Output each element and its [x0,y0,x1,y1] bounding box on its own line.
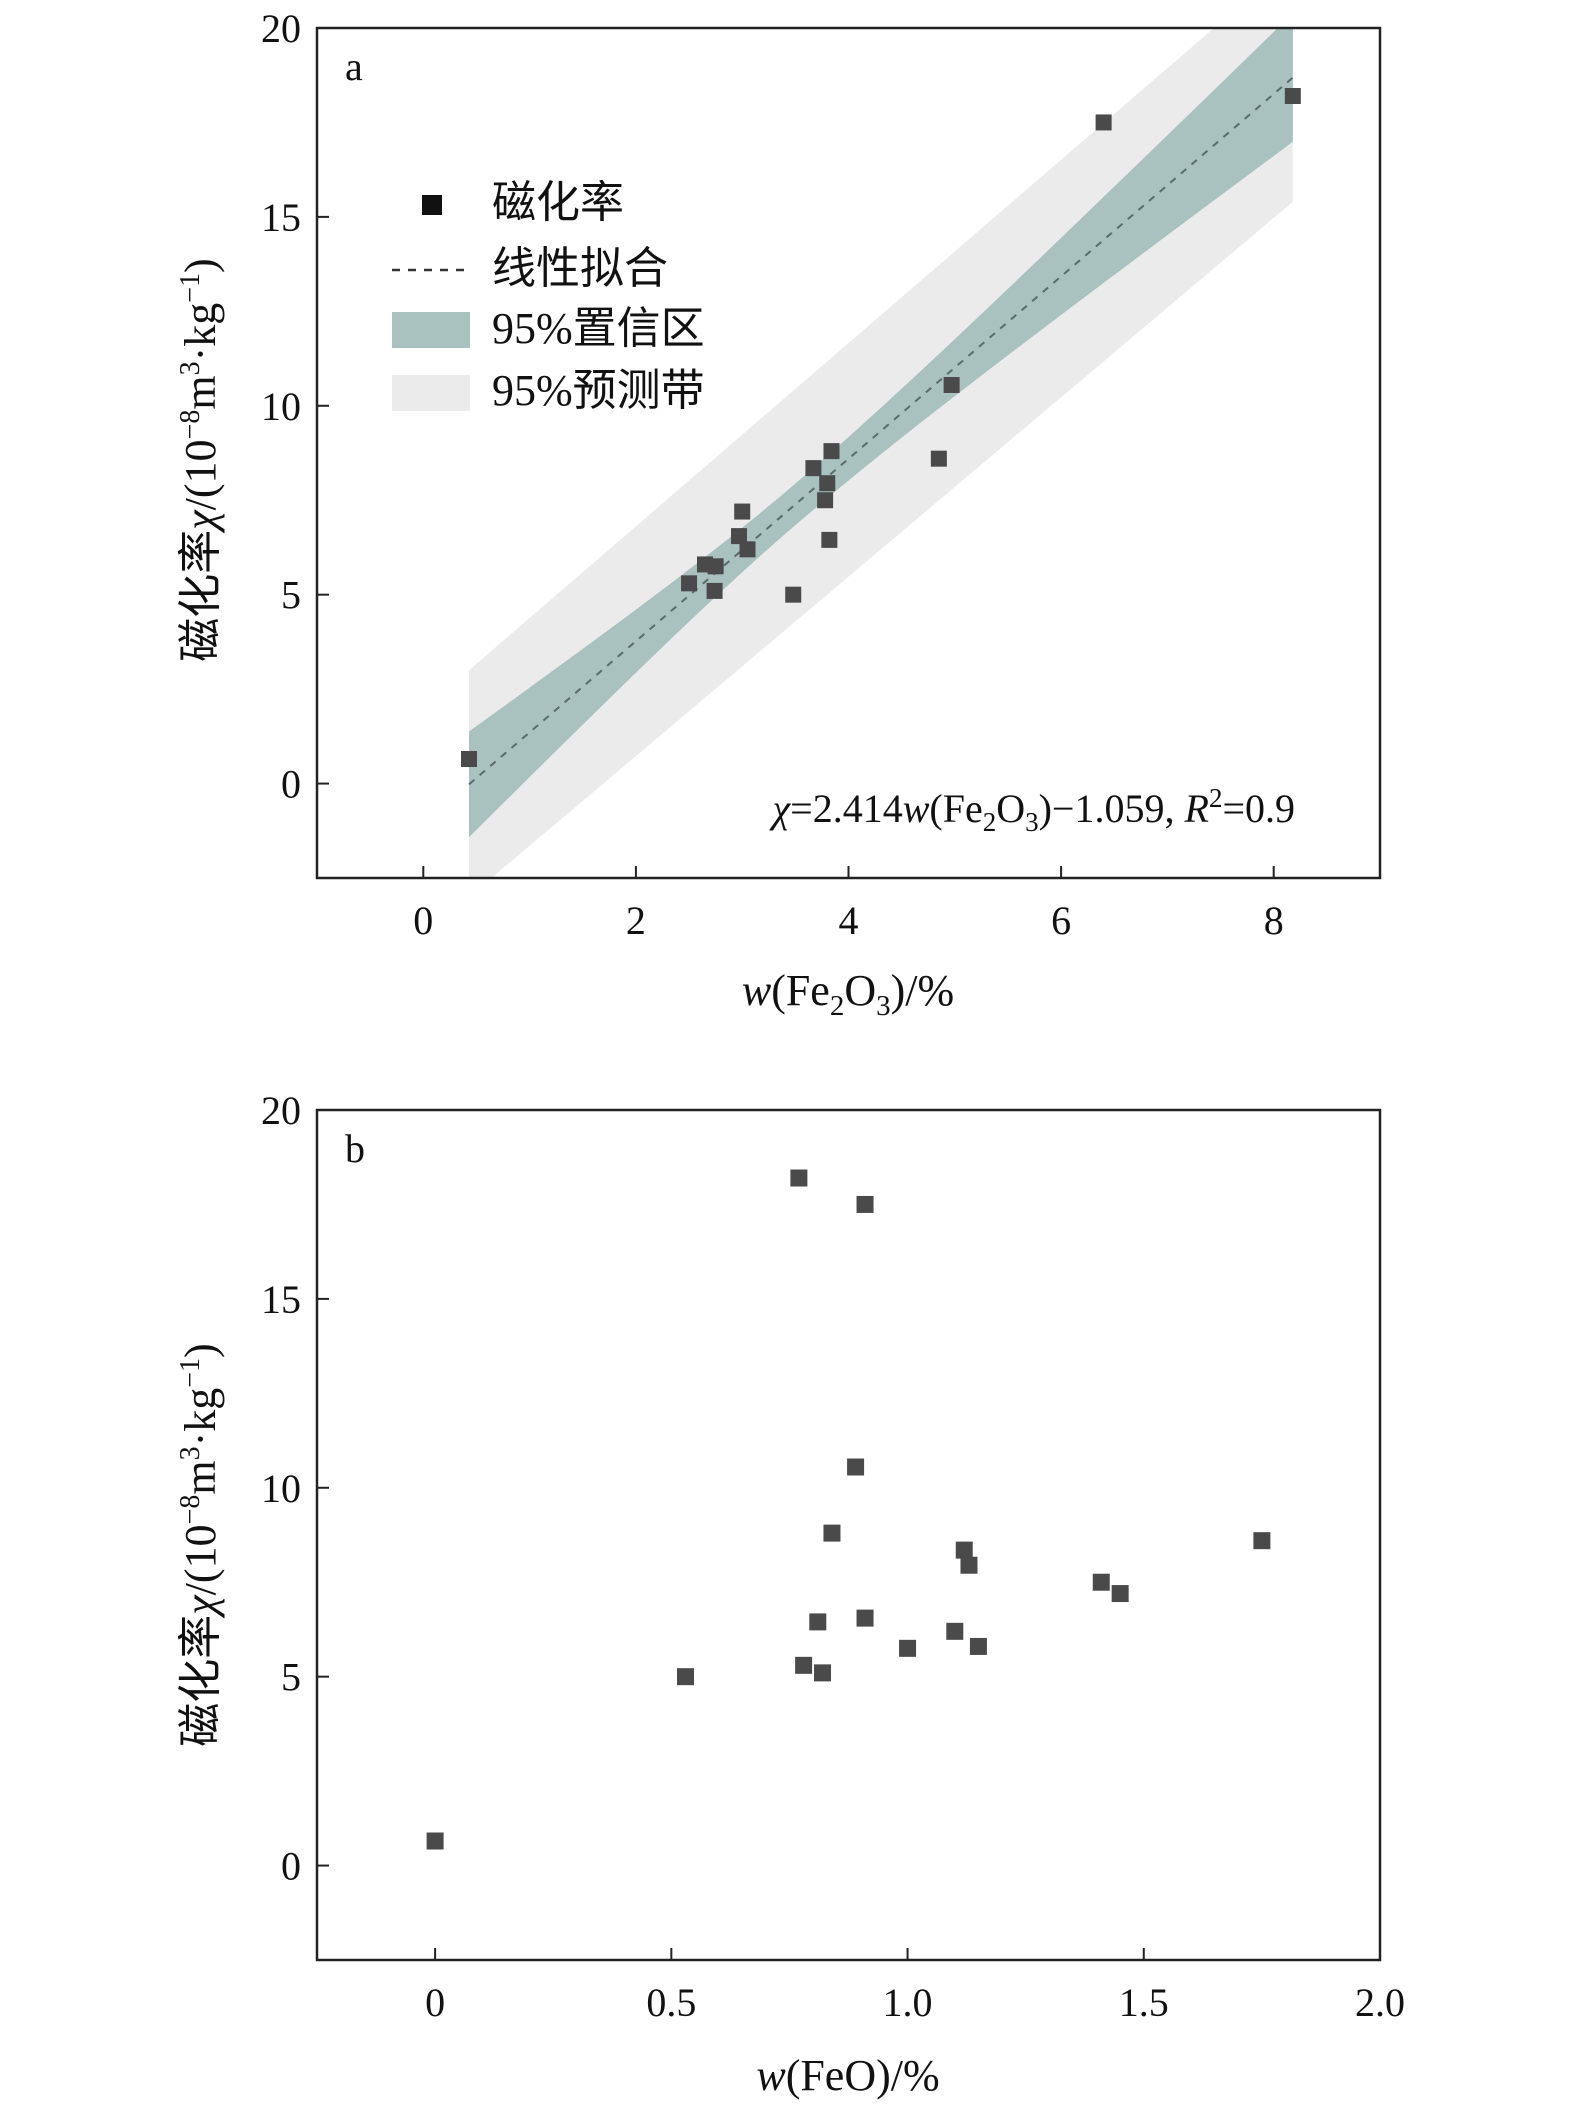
legend-label-prediction: 95%预测带 [492,366,705,415]
x-tick-label: 6 [1051,898,1071,943]
panel-b-frame [315,1108,1382,1962]
data-point [809,1613,827,1631]
data-point [946,1622,964,1640]
data-point [681,575,698,592]
x-tick-label: 8 [1264,898,1284,943]
data-point [823,443,840,460]
data-point [805,460,822,477]
data-point [461,751,478,767]
data-point [814,1664,832,1682]
y-tick-label: 5 [281,573,301,618]
y-tick-label: 10 [261,1466,301,1511]
data-point [785,586,802,603]
panel-b-label: b [345,1126,365,1171]
y-tick-label: 15 [261,195,301,240]
legend-prediction-swatch [392,375,470,411]
confidence-band [469,28,1293,838]
legend-label-fit: 线性拟合 [492,244,668,293]
y-tick-label: 15 [261,1277,301,1322]
data-point [821,531,838,548]
data-point [706,582,723,599]
panel-a-label: a [345,44,363,89]
data-point [847,1458,865,1476]
y-tick-label: 10 [261,384,301,429]
x-tick-label: 0 [425,1980,445,2025]
legend-label-points: 磁化率 [492,178,624,227]
y-tick-label: 5 [281,1655,301,1700]
data-point [790,1169,808,1187]
data-point [930,450,947,467]
panel-b-x-axis-title: w(FeO)/% [756,2051,939,2100]
data-point [819,475,836,492]
panel-a-legend: 磁化率 线性拟合 95%置信区 95%预测带 [392,178,705,415]
y-tick-label: 20 [261,1088,301,1133]
x-tick-label: 0.5 [646,1980,696,2025]
panel-a-bands [469,28,1293,878]
y-tick-label: 0 [281,1844,301,1889]
data-point [1092,1573,1110,1591]
data-point [899,1639,917,1657]
panel-a-y-ticks: 0 5 10 15 20 [261,6,329,807]
x-tick-label: 1.0 [883,1980,933,2025]
x-tick-label: 2 [626,898,646,943]
data-point [955,1541,973,1559]
data-point [856,1195,874,1213]
data-point [823,1524,841,1542]
legend-confidence-swatch [392,312,470,348]
y-tick-label: 20 [261,6,301,51]
panel-b-y-ticks: 0 5 10 15 20 [261,1088,329,1889]
data-point [856,1609,874,1627]
panel-a-points [461,88,1301,767]
data-point [1095,114,1112,131]
data-point [969,1637,987,1655]
panel-b: 0 0.5 1.0 1.5 2.0 0 5 10 15 20 b w(FeO)/% 磁化率χ/(… [175,1088,1405,2100]
panel-a-y-axis-title: 磁化率χ/(10−8m3·kg−1) [175,258,225,661]
data-point [960,1556,978,1574]
x-tick-label: 1.5 [1119,1980,1169,2025]
fit-equation: χ=2.414w(Fe2O3)−1.059, R2=0.9 [769,783,1295,837]
data-point [731,528,748,545]
panel-b-y-axis-title: 磁化率χ/(10−8m3·kg−1) [175,1343,225,1746]
data-point [943,377,960,393]
panel-a-x-axis-title: w(Fe2O3)/% [742,966,954,1022]
data-point [795,1656,813,1674]
panel-b-x-ticks: 0 0.5 1.0 1.5 2.0 [425,1948,1405,2025]
x-tick-label: 4 [839,898,859,943]
data-point [426,1832,444,1850]
data-point [1284,88,1301,104]
data-point [817,492,834,509]
y-tick-label: 0 [281,762,301,807]
data-point [739,541,756,558]
data-point [1111,1585,1129,1603]
panel-a-x-ticks: 0 2 4 6 8 [413,866,1284,943]
data-point [1253,1532,1271,1550]
x-tick-label: 0 [413,898,433,943]
legend-label-confidence: 95%置信区 [492,304,705,353]
legend-marker-icon [422,195,442,215]
data-point [677,1668,695,1686]
data-point [734,503,751,520]
x-tick-label: 2.0 [1355,1980,1405,2025]
data-point [707,558,724,575]
panel-b-points [426,1169,1271,1850]
